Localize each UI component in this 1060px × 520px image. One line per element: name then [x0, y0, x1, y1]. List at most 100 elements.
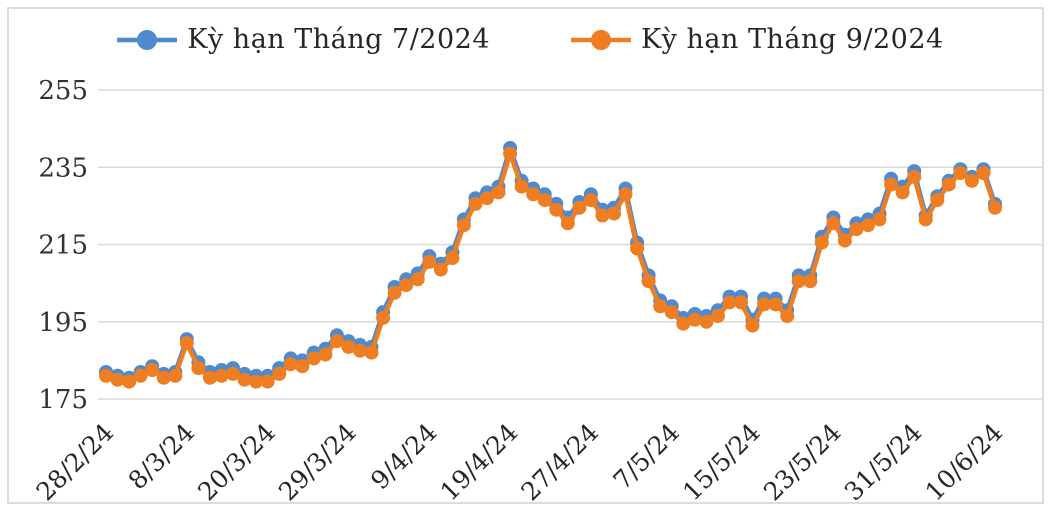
data-point-september	[260, 374, 275, 389]
data-point-september	[410, 272, 425, 287]
data-point-september	[156, 370, 171, 385]
legend-item-september-2024: Kỳ hạn Tháng 9/2024	[570, 24, 944, 55]
series-line-july	[103, 145, 998, 381]
data-point-september	[549, 202, 564, 217]
data-point-september	[526, 187, 541, 202]
data-point-september	[422, 254, 437, 269]
y-axis-tick-label: 195	[38, 308, 88, 338]
x-axis-tick-label: 27/4/24	[515, 418, 604, 507]
data-point-september	[988, 200, 1002, 215]
data-point-september	[191, 361, 206, 376]
data-point-september	[272, 366, 287, 381]
data-point-september	[676, 316, 691, 331]
x-axis-tick-label: 23/5/24	[758, 418, 847, 507]
data-point-september	[122, 374, 137, 389]
data-point-september	[318, 347, 333, 362]
legend-line-dot-icon-blue	[117, 29, 178, 50]
data-point-september	[872, 212, 887, 227]
x-axis-tick-label: 31/5/24	[839, 418, 928, 507]
data-point-september	[664, 305, 679, 320]
legend-label-september-2024: Kỳ hạn Tháng 9/2024	[641, 24, 944, 55]
data-point-september	[399, 278, 414, 293]
data-point-september	[560, 216, 575, 231]
data-point-september	[433, 262, 448, 277]
data-point-september	[595, 208, 610, 223]
data-point-september	[641, 274, 656, 289]
data-point-september	[445, 251, 460, 265]
x-axis-tick-label: 7/5/24	[608, 418, 685, 495]
data-point-september	[895, 185, 910, 200]
legend-item-july-2024: Kỳ hạn Tháng 7/2024	[116, 24, 490, 55]
data-point-september	[376, 310, 391, 325]
data-point-september	[976, 166, 991, 180]
y-axis-tick-label: 255	[38, 76, 88, 106]
data-point-september	[226, 366, 240, 381]
data-point-september	[687, 312, 702, 327]
data-point-september	[110, 372, 125, 387]
data-point-september	[837, 233, 852, 248]
y-axis-tick-label: 175	[38, 385, 88, 415]
data-point-september	[329, 334, 344, 349]
chart-legend: Kỳ hạn Tháng 7/2024 Kỳ hạn Tháng 9/2024	[0, 24, 1060, 55]
data-point-september	[572, 200, 587, 215]
data-point-september	[964, 173, 979, 188]
data-point-september	[814, 235, 829, 250]
data-point-september	[179, 336, 194, 350]
legend-dot-blue	[137, 29, 158, 50]
data-point-september	[791, 274, 806, 289]
data-point-september	[930, 193, 945, 208]
data-point-september	[583, 193, 598, 208]
data-point-september	[953, 166, 968, 180]
data-point-september	[710, 309, 725, 323]
data-point-september	[364, 345, 379, 360]
data-point-september	[884, 177, 899, 192]
x-axis-tick-label: 15/5/24	[677, 418, 766, 507]
data-point-september	[491, 185, 506, 200]
data-point-september	[283, 357, 298, 372]
data-point-september	[918, 212, 933, 227]
data-point-september	[295, 359, 310, 374]
data-point-september	[803, 274, 818, 289]
data-point-september	[145, 363, 160, 377]
data-point-september	[630, 241, 645, 256]
data-point-september	[537, 193, 552, 208]
data-point-september	[99, 368, 113, 383]
x-axis-tick-label: 29/3/24	[273, 418, 362, 507]
data-point-september	[168, 368, 183, 383]
data-point-september	[514, 179, 529, 194]
data-point-september	[826, 216, 841, 231]
legend-line-dot-icon-orange	[571, 29, 631, 50]
data-point-september	[941, 177, 956, 192]
data-point-september	[237, 372, 252, 387]
data-point-september	[745, 318, 760, 333]
data-point-september	[503, 146, 518, 161]
x-axis-tick-label: 28/2/24	[31, 418, 120, 507]
data-point-september	[480, 191, 494, 206]
x-axis-tick-label: 9/4/24	[365, 418, 442, 495]
data-point-september	[214, 368, 229, 383]
x-axis-tick-label: 19/4/24	[435, 418, 524, 507]
data-point-september	[133, 368, 148, 383]
y-axis-tick-label: 215	[38, 231, 88, 261]
data-point-september	[768, 297, 783, 312]
data-point-september	[699, 314, 714, 329]
data-point-september	[468, 196, 483, 211]
data-point-september	[341, 339, 356, 354]
x-axis-tick-label: 10/6/24	[920, 418, 1009, 507]
x-axis-tick-label: 20/3/24	[192, 418, 281, 507]
data-point-september	[607, 206, 621, 221]
data-point-september	[907, 169, 922, 184]
data-point-september	[722, 295, 737, 310]
x-axis-tick-label: 8/3/24	[123, 418, 200, 495]
data-point-september	[202, 370, 217, 385]
data-point-september	[734, 295, 748, 310]
data-point-september	[249, 374, 264, 389]
legend-label-july-2024: Kỳ hạn Tháng 7/2024	[187, 24, 490, 55]
data-point-september	[618, 187, 633, 202]
data-point-september	[456, 218, 471, 233]
data-point-september	[653, 299, 668, 314]
data-point-september	[306, 351, 321, 366]
data-point-september	[849, 222, 864, 237]
data-point-september	[353, 343, 367, 358]
